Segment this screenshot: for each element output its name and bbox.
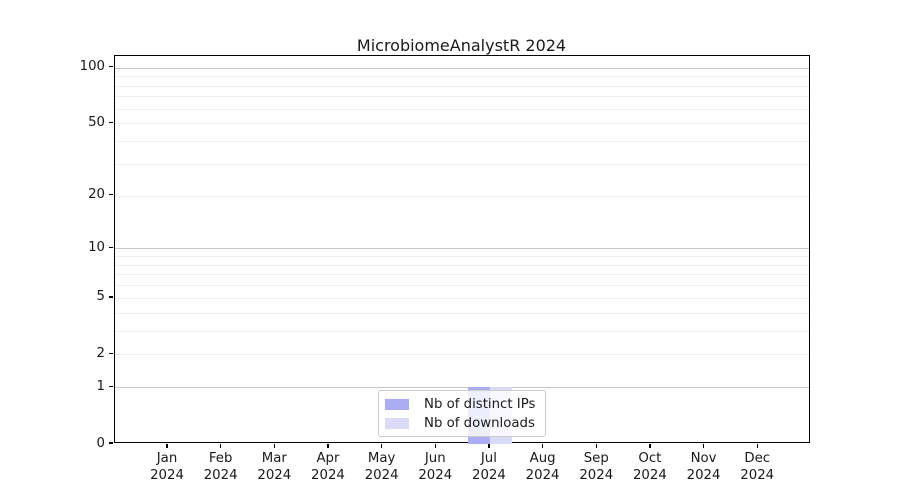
x-tick-sep — [595, 443, 597, 448]
legend-label-distinct-ips: Nb of distinct IPs — [424, 397, 536, 413]
gridline-minor-9 — [114, 256, 809, 258]
y-tick-100 — [109, 65, 113, 68]
gridline-minor-30 — [114, 163, 809, 165]
x-tick-label-jan: Jan 2024 — [150, 451, 184, 483]
gridline-minor-2 — [114, 354, 809, 356]
gridline-minor-40 — [114, 141, 809, 143]
x-tick-label-dec: Dec 2024 — [740, 451, 775, 483]
y-tick-label-1: 1 — [96, 378, 105, 394]
x-tick-label-oct: Oct 2024 — [632, 451, 667, 483]
gridline-major-100 — [114, 67, 809, 69]
y-tick-label-5: 5 — [96, 289, 105, 305]
y-tick-label-50: 50 — [88, 114, 105, 130]
gridline-minor-4 — [114, 312, 809, 314]
gridline-minor-20 — [114, 195, 809, 197]
x-tick-aug — [541, 443, 544, 448]
y-tick-2 — [109, 352, 113, 355]
gridline-major-1 — [114, 387, 809, 389]
x-tick-label-aug: Aug 2024 — [525, 451, 560, 483]
y-tick-0 — [109, 442, 113, 444]
y-tick-50 — [109, 121, 113, 123]
y-tick-label-2: 2 — [96, 345, 105, 361]
x-tick-label-jul: Jul 2024 — [472, 451, 506, 483]
x-tick-jan — [166, 443, 168, 448]
x-tick-may — [380, 443, 383, 448]
x-tick-jun — [434, 443, 436, 448]
x-tick-oct — [649, 443, 651, 448]
x-tick-feb — [220, 443, 222, 448]
x-tick-label-sep: Sep 2024 — [579, 451, 614, 483]
x-tick-mar — [273, 443, 275, 448]
x-tick-jul — [488, 443, 490, 448]
legend: Nb of distinct IPs Nb of downloads — [378, 389, 546, 437]
gridline-minor-50 — [114, 123, 809, 125]
gridline-minor-60 — [114, 108, 809, 110]
legend-label-downloads: Nb of downloads — [424, 415, 535, 431]
legend-row-distinct-ips: Nb of distinct IPs — [385, 396, 538, 415]
chart-title: MicrobiomeAnalystR 2024 — [356, 36, 567, 55]
x-tick-label-apr: Apr 2024 — [311, 451, 345, 483]
y-tick-1 — [109, 385, 113, 388]
gridline-minor-3 — [114, 330, 809, 332]
gridline-minor-90 — [114, 76, 809, 78]
x-tick-nov — [702, 443, 705, 448]
x-tick-label-jun: Jun 2024 — [418, 451, 453, 483]
y-tick-10 — [109, 246, 113, 249]
gridline-minor-5 — [114, 297, 809, 299]
gridline-minor-7 — [114, 274, 809, 276]
x-tick-dec — [756, 443, 758, 448]
x-tick-label-feb: Feb 2024 — [203, 451, 238, 483]
x-tick-apr — [327, 443, 329, 448]
y-tick-label-0: 0 — [96, 435, 105, 451]
plot-area — [113, 54, 810, 444]
y-tick-label-100: 100 — [79, 59, 105, 75]
legend-swatch-downloads — [385, 417, 409, 429]
y-tick-20 — [109, 194, 113, 196]
y-tick-label-10: 10 — [88, 239, 105, 255]
legend-swatch-distinct-ips — [385, 399, 409, 411]
gridline-minor-6 — [114, 285, 809, 287]
gridline-minor-80 — [114, 85, 809, 87]
y-tick-label-20: 20 — [88, 187, 105, 203]
x-tick-label-mar: Mar 2024 — [257, 451, 292, 483]
x-tick-label-may: May 2024 — [364, 451, 399, 483]
gridline-major-10 — [114, 248, 809, 250]
legend-row-downloads: Nb of downloads — [385, 414, 538, 433]
y-tick-5 — [109, 296, 113, 298]
x-tick-label-nov: Nov 2024 — [686, 451, 721, 483]
gridline-minor-70 — [114, 96, 809, 98]
gridline-minor-8 — [114, 264, 809, 266]
